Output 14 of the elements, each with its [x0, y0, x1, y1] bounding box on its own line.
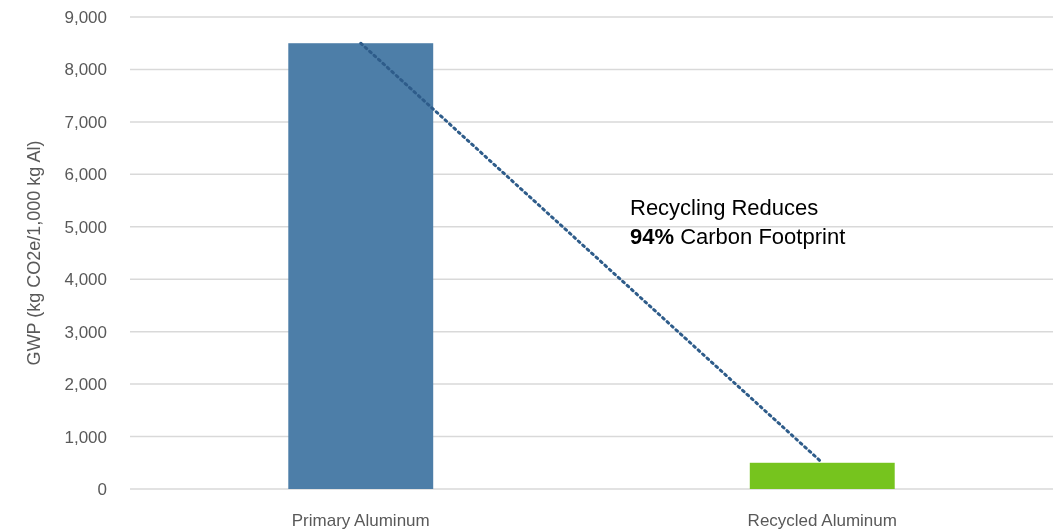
y-tick-label: 6,000 — [64, 165, 107, 185]
y-tick-label: 5,000 — [64, 217, 107, 237]
x-tick-label: Primary Aluminum — [291, 511, 430, 530]
y-axis-title: GWP (kg CO2e/1,000 kg Al) — [24, 140, 44, 366]
annotation: Recycling Reduces 94% Carbon Footprint — [630, 195, 846, 249]
y-tick-label: 0 — [97, 479, 107, 499]
y-tick-label: 7,000 — [64, 112, 107, 132]
y-tick-label: 8,000 — [64, 60, 107, 80]
x-tick-label: Recycled Aluminum — [747, 511, 897, 530]
y-tick-label: 9,000 — [64, 7, 107, 27]
y-tick-label: 1,000 — [64, 427, 107, 447]
y-tick-label: 4,000 — [64, 270, 107, 290]
y-tick-label: 2,000 — [64, 375, 107, 395]
y-tick-label: 3,000 — [64, 322, 107, 342]
